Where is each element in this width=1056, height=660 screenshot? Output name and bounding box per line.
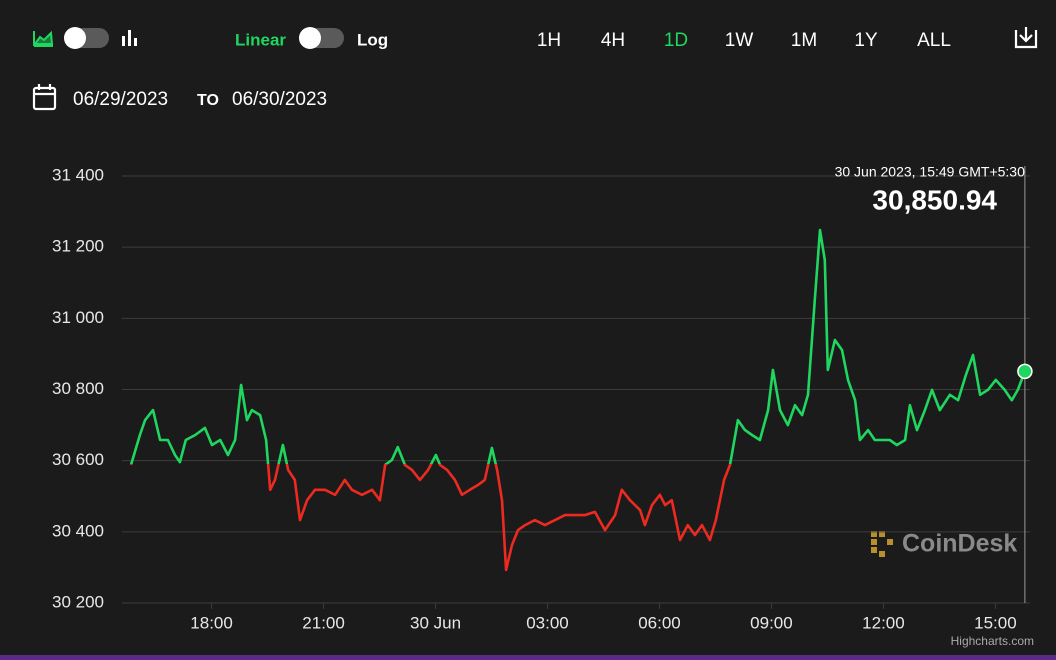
plot-area: 30 200 30 400 30 600 30 800 31 000 31 200 31 4… (52, 164, 1033, 632)
download-icon[interactable] (1014, 27, 1038, 49)
x-tick-label: 09:00 (750, 613, 793, 632)
scale-log[interactable]: Log (357, 30, 388, 49)
calendar-icon[interactable] (32, 84, 57, 111)
x-tick-label: 06:00 (638, 613, 681, 632)
watermark: CoinDesk (902, 530, 1017, 558)
toggle-knob (64, 27, 86, 49)
range-button[interactable]: 1D (664, 30, 688, 51)
range-button[interactable]: 1Y (854, 30, 878, 51)
tooltip-value: 30,850.94 (872, 184, 997, 215)
range-button[interactable]: 1W (725, 30, 754, 51)
chart-type-toggle[interactable] (33, 27, 137, 49)
y-tick-label: 31 000 (52, 308, 104, 327)
bar-icon (122, 30, 137, 46)
y-tick-label: 31 200 (52, 237, 104, 256)
date-to-word: TO (197, 92, 219, 109)
scale-toggle[interactable] (299, 27, 344, 49)
toggle-knob (299, 27, 321, 49)
y-tick-label: 30 600 (52, 450, 104, 469)
x-tick-label: 21:00 (302, 613, 345, 632)
x-tick-label: 12:00 (862, 613, 905, 632)
range-button[interactable]: 1H (537, 30, 561, 51)
x-tick-label: 15:00 (974, 613, 1017, 632)
hover-marker (1017, 363, 1033, 380)
date-to[interactable]: 06/30/2023 (232, 89, 327, 110)
x-tick-label: 03:00 (526, 613, 569, 632)
y-tick-label: 31 400 (52, 165, 104, 184)
price-line (129, 228, 1027, 572)
x-tick-label: 18:00 (190, 613, 233, 632)
credits[interactable]: Highcharts.com (951, 634, 1034, 648)
tooltip-title: 30 Jun 2023, 15:49 GMT+5:30 (835, 164, 1026, 180)
y-tick-label: 30 200 (52, 592, 104, 611)
range-buttons: 1H 4H 1D 1W 1M 1Y ALL (537, 30, 951, 51)
y-tick-label: 30 800 (52, 379, 104, 398)
scale-linear[interactable]: Linear (235, 30, 286, 49)
date-from[interactable]: 06/29/2023 (73, 89, 168, 110)
y-tick-label: 30 400 (52, 521, 104, 540)
area-icon (33, 30, 54, 47)
range-button[interactable]: ALL (917, 30, 951, 51)
range-button[interactable]: 4H (601, 30, 625, 51)
watermark-logo (871, 531, 893, 557)
bottom-border (0, 655, 1056, 660)
x-tick-label: 30 Jun (410, 613, 461, 632)
range-button[interactable]: 1M (791, 30, 817, 51)
